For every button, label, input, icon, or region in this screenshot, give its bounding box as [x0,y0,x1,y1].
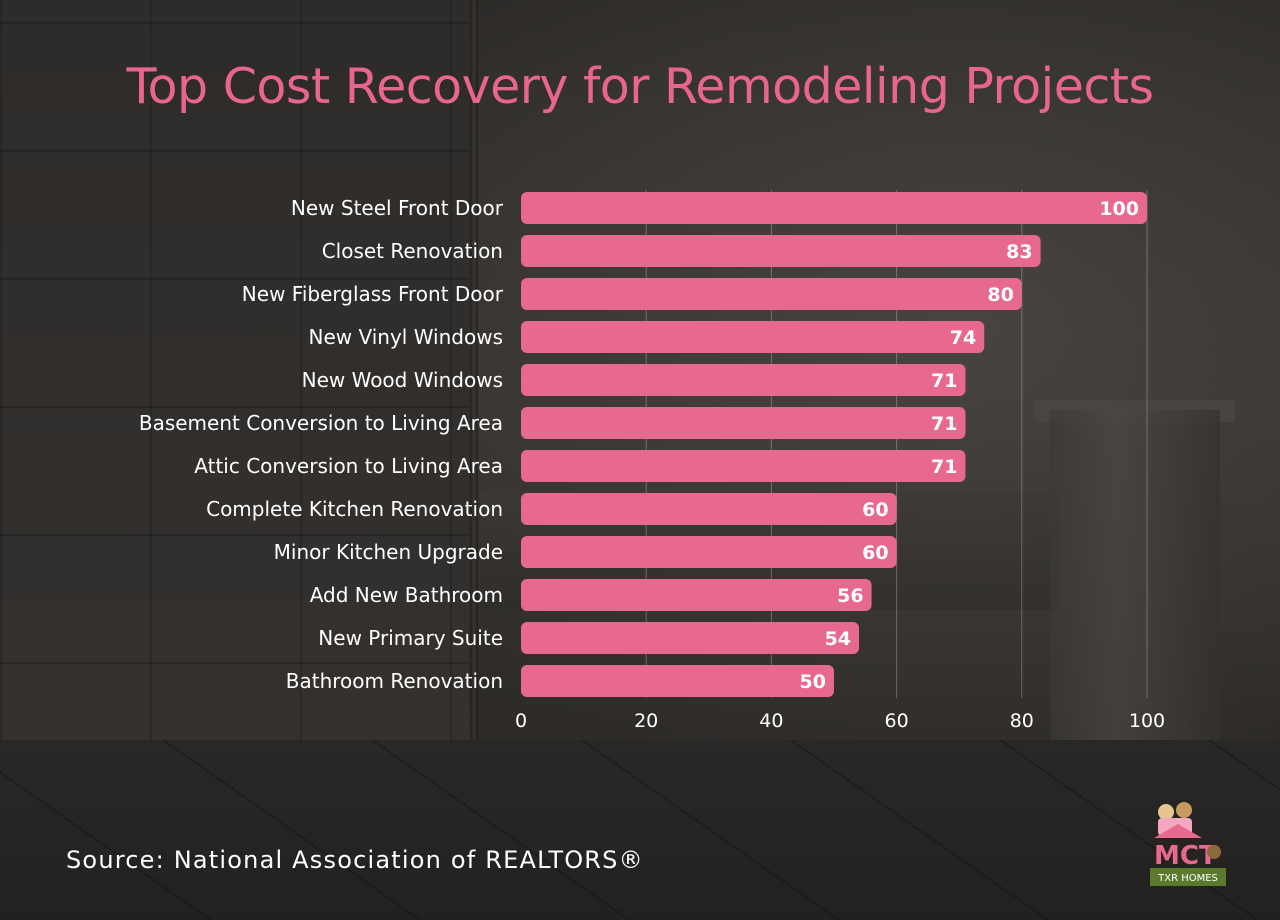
roof-icon [1154,824,1202,838]
bar [521,364,966,396]
person-icon [1176,802,1192,818]
data-label: 54 [825,628,851,650]
x-tick-label: 40 [759,710,783,732]
category-label: Basement Conversion to Living Area [139,411,503,435]
x-tick-label: 20 [634,710,658,732]
category-label: Minor Kitchen Upgrade [274,540,503,564]
data-label: 83 [1006,241,1032,263]
category-label: Add New Bathroom [310,583,503,607]
category-label: New Vinyl Windows [309,325,503,349]
logo-main-text: MCT [1154,841,1217,871]
bar [521,450,966,482]
logo-sub-text: TXR HOMES [1157,873,1218,884]
bar [521,321,985,353]
mct-txr-homes-logo: MCT TXR HOMES [1150,802,1226,886]
data-label: 71 [931,413,957,435]
x-axis-ticks: 0 20 40 60 80 100 [515,710,1165,732]
tiled-floor [0,740,1280,920]
category-label: Attic Conversion to Living Area [194,454,503,478]
data-label: 80 [987,284,1013,306]
bar [521,665,834,697]
logo-banner [1150,868,1226,886]
category-label: Closet Renovation [322,239,503,263]
data-label: 60 [862,542,888,564]
bar [521,192,1147,224]
shower-glass-edge [470,0,478,920]
x-tick-label: 100 [1129,710,1165,732]
category-label: New Steel Front Door [291,196,504,220]
category-label: Bathroom Renovation [286,669,503,693]
data-label: 74 [950,327,976,349]
bar [521,235,1041,267]
category-label: Complete Kitchen Renovation [206,497,503,521]
gridlines [645,190,1148,698]
bar [521,622,860,654]
person-icon [1158,804,1174,820]
category-label: New Wood Windows [302,368,503,392]
category-labels: New Steel Front Door Closet Renovation New… [139,196,504,693]
bar [521,536,897,568]
x-tick-label: 0 [515,710,527,732]
bar [521,407,966,439]
category-label: New Primary Suite [318,626,503,650]
value-labels: 100 83 80 74 71 71 71 60 60 56 54 50 [800,198,1139,693]
source-note: Source: National Association of REALTORS… [66,846,644,874]
data-label: 60 [862,499,888,521]
dog-icon [1207,845,1221,859]
data-label: 100 [1099,198,1139,220]
data-label: 56 [837,585,863,607]
data-label: 71 [931,456,957,478]
bars [521,192,1147,697]
x-tick-label: 80 [1010,710,1034,732]
data-label: 71 [931,370,957,392]
category-label: New Fiberglass Front Door [242,282,504,306]
data-label: 50 [800,671,826,693]
x-tick-label: 60 [885,710,909,732]
chart-title: Top Cost Recovery for Remodeling Project… [126,58,1154,115]
bar [521,278,1022,310]
bar [521,579,872,611]
bar [521,493,897,525]
